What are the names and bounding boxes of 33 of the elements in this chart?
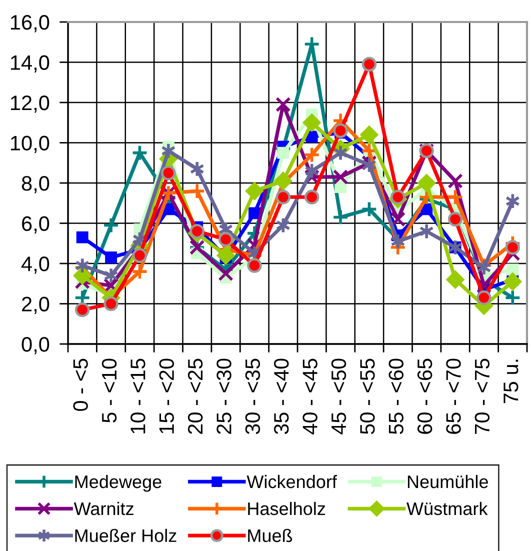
y-tick-label: 8,0 [22, 176, 50, 194]
x-tick-label: 5 - <10 [102, 358, 117, 422]
x-tick-label: 40 - <45 [302, 358, 318, 434]
y-tick-label: 16,0 [10, 15, 50, 32]
x-tick-label: 20 - <25 [188, 358, 203, 434]
legend-label: Wickendorf [246, 474, 337, 488]
y-tick-label: 14,0 [10, 55, 50, 72]
x-tick-label: 75 u. [504, 360, 518, 404]
legend-label: Medewege [75, 474, 162, 492]
x-tick-label: 45 - <50 [331, 358, 346, 434]
x-tick-label: 10 - <15 [130, 358, 146, 434]
y-tick-label: 4,0 [21, 256, 50, 274]
y-tick-label: 6,0 [22, 216, 50, 234]
y-tick-label: 10,0 [10, 136, 50, 153]
x-tick-label: 0 - <5 [73, 358, 88, 411]
y-tick-label: 0,0 [22, 337, 50, 354]
x-tick-label: 35 - <40 [274, 358, 289, 434]
x-tick-label: 55 - <60 [388, 358, 404, 434]
x-tick-label: 30 - <35 [245, 358, 260, 434]
y-tick-label: 12,0 [10, 96, 50, 113]
x-tick-label: 60 - <65 [417, 358, 432, 434]
legend-label: Mueß [248, 528, 292, 542]
x-tick-label: 65 - <70 [446, 358, 461, 434]
y-tick-label: 2,0 [22, 296, 50, 314]
x-tick-label: 70 - <75 [474, 358, 490, 434]
legend-label: Neumühle [408, 474, 488, 488]
legend-label: Haselholz [248, 502, 326, 516]
legend-label: Warnitz [74, 502, 134, 516]
x-tick-label: 50 - <55 [360, 358, 375, 434]
x-tick-label: 15 - <20 [159, 358, 174, 434]
legend-label: Mueßer Holz [75, 528, 176, 542]
x-tick-label: 25 - <30 [216, 358, 232, 434]
legend-label: Wüstmark [406, 502, 488, 516]
